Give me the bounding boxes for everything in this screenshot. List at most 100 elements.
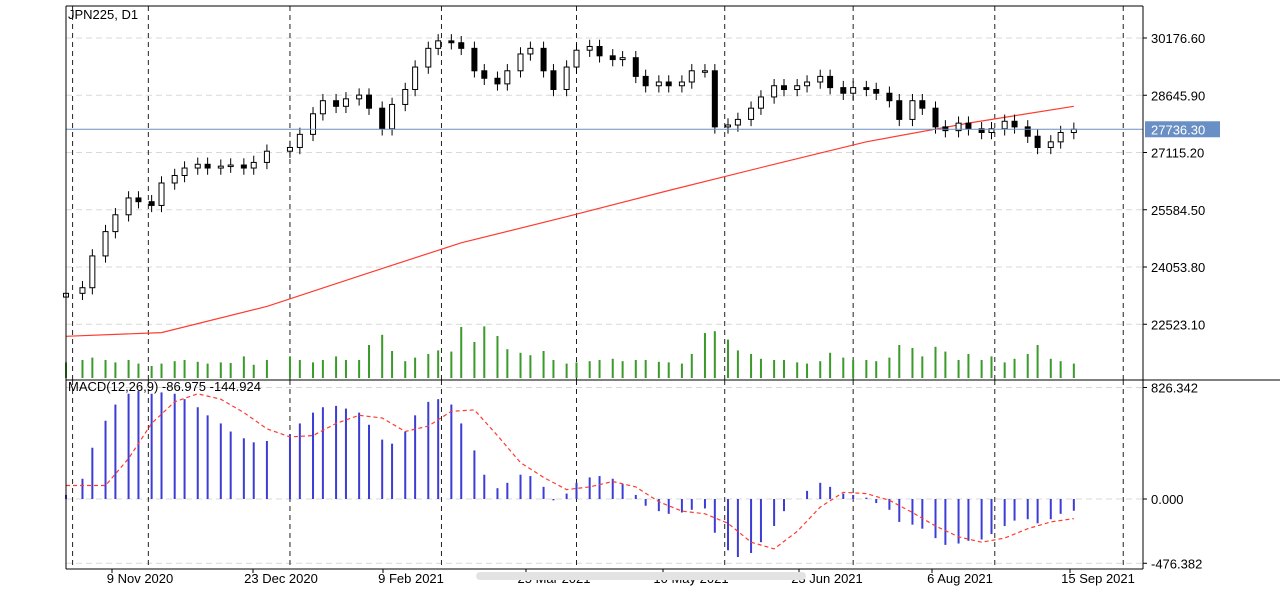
volume-bar [796, 362, 799, 378]
candle-down [863, 87, 870, 90]
candle-down [366, 94, 373, 109]
volume-bar [414, 357, 417, 378]
macd-bar [137, 391, 140, 499]
volume-bar [621, 361, 624, 378]
macd-bar [1036, 499, 1039, 524]
volume-bar [634, 360, 637, 378]
volume-bar [252, 364, 255, 378]
macd-bar [506, 482, 509, 499]
macd-bar [344, 408, 347, 499]
macd-bar [852, 494, 855, 499]
volume-bar [404, 361, 407, 378]
period-separators [72, 6, 1124, 569]
macd-bar [921, 499, 924, 529]
candle-up [771, 85, 778, 98]
macd-bar [657, 499, 660, 512]
macd-bar [644, 499, 647, 506]
macd-bar [404, 431, 407, 499]
volume-bar [667, 362, 670, 378]
macd-bar [496, 488, 499, 499]
candle-down [379, 107, 386, 130]
volume-histogram [65, 326, 1075, 378]
macd-bar [1003, 499, 1006, 526]
macd-bar [865, 497, 868, 499]
candle-down [665, 81, 672, 87]
candle-down [471, 47, 478, 72]
volume-bar [150, 366, 153, 378]
volume-bar [288, 356, 291, 378]
macd-bar [1013, 499, 1016, 521]
macd-bar [759, 499, 762, 543]
candle-up [504, 70, 511, 85]
volume-bar [598, 360, 601, 378]
candle-up [748, 107, 755, 120]
candle-down [886, 92, 893, 102]
candle-up [734, 118, 741, 126]
volume-bar [183, 360, 186, 378]
macd-bar [368, 424, 371, 499]
candle-up [817, 75, 824, 83]
candle-up [389, 103, 396, 130]
volume-bar [127, 360, 130, 378]
time-tick-label: 9 Feb 2021 [378, 571, 444, 586]
volume-bar [773, 360, 776, 378]
candle-down [932, 107, 939, 128]
macd-bar [1026, 499, 1029, 520]
macd-bar [967, 499, 970, 541]
candle-down [896, 100, 903, 120]
macd-bar [288, 434, 291, 499]
volume-bar [911, 348, 914, 378]
candle-down [148, 201, 155, 206]
time-tick-label: 9 Nov 2020 [107, 571, 174, 586]
candle-down [827, 75, 834, 89]
macd-bar [460, 423, 463, 499]
volume-bar [427, 354, 430, 378]
candle-up [804, 81, 811, 87]
volume-bar [298, 360, 301, 378]
price-tick-label: 30176.60 [1151, 31, 1205, 46]
price-tick-label: 24053.80 [1151, 260, 1205, 275]
volume-bar [219, 362, 222, 378]
macd-bar [934, 499, 937, 539]
volume-bar [450, 351, 453, 378]
candle-up [263, 150, 270, 163]
candle-up [757, 96, 764, 109]
candle-down [978, 128, 985, 133]
gridlines [66, 37, 1143, 564]
volume-bar [1003, 362, 1006, 378]
macd-bar [414, 415, 417, 499]
candle-down [632, 57, 639, 77]
macd-bar [183, 399, 186, 499]
candle-up [1047, 141, 1054, 148]
macd-bar [783, 499, 785, 512]
horizontal-scrollbar[interactable] [476, 572, 806, 580]
price-tick-label: 28645.90 [1151, 88, 1205, 103]
candle-down [540, 47, 547, 72]
volume-bar [1013, 358, 1016, 378]
macd-bar [519, 474, 522, 499]
volume-bar [759, 358, 762, 378]
volume-bar [783, 360, 785, 378]
macd-bar [829, 486, 832, 499]
volume-bar [967, 354, 970, 378]
volume-bar [552, 360, 555, 378]
candle-down [965, 122, 972, 130]
macd-bar [335, 405, 338, 499]
candle-down [333, 100, 340, 107]
volume-bar [819, 361, 822, 378]
candle-up [194, 163, 201, 169]
volume-bar [1026, 354, 1029, 378]
candle-up [1057, 131, 1064, 143]
macd-bar [552, 499, 555, 501]
volume-bar [496, 336, 499, 378]
macd-bar [680, 499, 683, 513]
candle-up [296, 133, 303, 148]
candle-up [125, 197, 132, 216]
volume-bar [312, 362, 315, 378]
volume-bar [690, 354, 693, 378]
volume-bar [611, 358, 614, 378]
volume-bar [806, 363, 809, 378]
volume-bar [81, 360, 84, 378]
